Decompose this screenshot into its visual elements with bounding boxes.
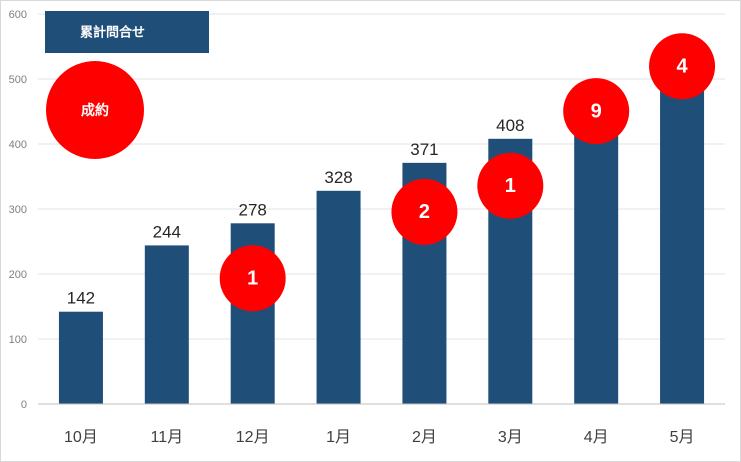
bar-value-label: 278 xyxy=(239,200,267,219)
deal-markers: 1 2 1 9 4 xyxy=(219,33,716,312)
y-tick-label: 100 xyxy=(9,334,27,346)
bar-value-label: 328 xyxy=(324,168,352,187)
y-tick-label: 600 xyxy=(9,9,27,21)
legend-marker-label: 成約 xyxy=(81,102,109,119)
y-tick-label: 300 xyxy=(9,204,27,216)
deal-marker xyxy=(219,245,286,312)
y-tick-label: 0 xyxy=(21,399,27,411)
x-tick-label: 4月 xyxy=(584,429,609,446)
x-tick-label: 12月 xyxy=(236,429,270,446)
x-tick-label: 1月 xyxy=(326,429,351,446)
bar-value-label: 371 xyxy=(410,140,438,159)
x-tick-label: 11月 xyxy=(151,429,184,446)
deal-marker xyxy=(477,152,544,219)
y-tick-label: 400 xyxy=(9,139,27,151)
bar xyxy=(316,190,361,404)
title-box-label: 累計問合せ xyxy=(80,25,145,41)
x-tick-label: 10月 xyxy=(64,429,98,446)
bar-value-label: 142 xyxy=(67,289,95,308)
deal-marker-label: 9 xyxy=(591,100,602,122)
y-tick-label: 500 xyxy=(9,74,27,86)
bar xyxy=(144,245,189,404)
deal-marker-label: 4 xyxy=(677,56,689,78)
title-box xyxy=(45,11,209,53)
x-tick-label: 2月 xyxy=(412,429,437,446)
y-tick-label: 200 xyxy=(9,269,27,281)
deal-marker-label: 2 xyxy=(419,201,430,223)
deal-marker xyxy=(563,78,630,145)
deal-marker xyxy=(649,33,716,100)
bar xyxy=(574,101,619,404)
deal-marker xyxy=(391,178,458,245)
bar-value-label: 408 xyxy=(496,116,524,135)
bar xyxy=(58,311,103,404)
x-tick-label: 3月 xyxy=(498,429,523,446)
deal-marker-label: 1 xyxy=(247,268,258,290)
gridlines xyxy=(38,13,725,340)
deal-marker-label: 1 xyxy=(505,175,516,197)
y-axis-ticks: 0 100 200 300 400 500 600 xyxy=(9,9,27,411)
x-tick-label: 5月 xyxy=(670,429,695,446)
legend-marker xyxy=(46,61,144,159)
bar xyxy=(660,82,705,404)
bar-value-label: 244 xyxy=(153,222,181,241)
x-axis-ticks: 10月 11月 12月 1月 2月 3月 4月 5月 xyxy=(64,429,694,446)
